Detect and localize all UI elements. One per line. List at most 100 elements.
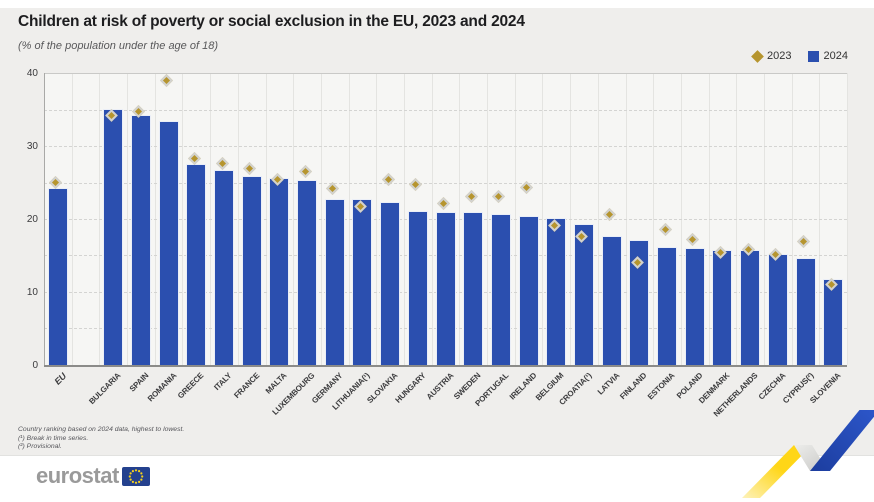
bar-2024-BULGARIA — [103, 109, 124, 365]
vertical-gridline — [736, 73, 738, 365]
bar-2024-FRANCE — [241, 176, 262, 365]
bar-2024-LITHUANIA(¹) — [352, 198, 373, 365]
legend-label-2024: 2024 — [823, 50, 848, 62]
bar-2024-BELGIUM — [546, 217, 567, 365]
trend-arrow-ribbon-graphic — [742, 410, 874, 498]
horizontal-gridline-25 — [44, 182, 847, 184]
vertical-gridline — [127, 73, 129, 365]
vertical-gridline — [99, 73, 101, 365]
top-strip — [0, 0, 874, 8]
vertical-gridline — [819, 73, 821, 365]
vertical-gridline — [210, 73, 212, 365]
x-label-MALTA: MALTA — [264, 370, 289, 396]
y-tick-label-10: 10 — [26, 286, 38, 298]
horizontal-gridline-35 — [44, 109, 847, 111]
y-tick-label-30: 30 — [26, 141, 38, 153]
x-label-GREECE: GREECE — [176, 370, 206, 401]
bar-2024-DENMARK — [712, 249, 733, 365]
vertical-gridline — [237, 73, 239, 365]
bar-2024-SWEDEN — [463, 212, 484, 365]
vertical-gridline — [320, 73, 322, 365]
vertical-gridline — [404, 73, 405, 365]
x-label-ITALY: ITALY — [212, 370, 234, 392]
x-label-AUSTRIA: AUSTRIA — [424, 370, 455, 402]
bar-2024-LATVIA — [601, 235, 622, 365]
vertical-gridline — [708, 73, 710, 365]
vertical-gridline — [763, 73, 765, 365]
x-label-IRELAND: IRELAND — [507, 370, 538, 402]
eurostat-logo: eurostat — [36, 463, 150, 489]
bar-2024-IRELAND — [518, 216, 539, 365]
chart-subtitle: (% of the population under the age of 18… — [18, 40, 218, 52]
bar-2024-PORTUGAL — [490, 213, 511, 365]
legend-item-2024: 2024 — [807, 50, 848, 62]
vertical-gridline — [487, 73, 488, 365]
y-tick-label-40: 40 — [26, 68, 38, 80]
bar-2024-SLOVAKIA — [380, 202, 401, 365]
vertical-gridline — [653, 73, 655, 365]
footnote-provisional: (²) Provisional. — [18, 443, 62, 450]
vertical-gridline — [847, 73, 848, 365]
bar-2024-GREECE — [186, 163, 207, 365]
vertical-gridline — [680, 73, 682, 365]
bar-2024-EU — [47, 188, 68, 365]
bar-2024-CZECHIA — [767, 254, 788, 365]
bar-2024-MALTA — [269, 177, 290, 365]
horizontal-gridline-40 — [44, 73, 847, 75]
bar-2024-ITALY — [214, 169, 234, 365]
vertical-gridline — [431, 73, 433, 365]
bar-2024-NETHERLANDS — [740, 250, 761, 365]
x-label-LATVIA: LATVIA — [595, 370, 621, 397]
bar-2024-SPAIN — [130, 114, 151, 365]
chart-footnotes: Country ranking based on 2024 data, high… — [18, 426, 184, 452]
vertical-gridline — [459, 73, 461, 365]
bar-2024-SLOVENIA — [823, 278, 844, 365]
vertical-gridline — [293, 73, 295, 365]
legend-item-2023: 2023 — [751, 49, 792, 63]
bar-2024-FINLAND — [629, 240, 650, 365]
vertical-gridline — [597, 73, 599, 365]
horizontal-gridline-30 — [44, 146, 847, 148]
vertical-gridline — [182, 73, 184, 365]
bar-2024-ESTONIA — [657, 246, 677, 365]
bar-2024-POLAND — [684, 248, 705, 365]
square-2024-icon — [807, 50, 819, 62]
x-label-ESTONIA: ESTONIA — [645, 370, 677, 402]
vertical-gridline — [376, 73, 378, 365]
bar-2024-CROATIA(¹) — [573, 224, 594, 365]
x-label-FINLAND: FINLAND — [618, 370, 649, 401]
y-tick-label-20: 20 — [26, 214, 38, 225]
x-label-BULGARIA: BULGARIA — [87, 370, 123, 406]
vertical-gridline — [570, 73, 572, 365]
vertical-gridline — [791, 73, 793, 365]
footnote-break-in-series: (¹) Break in time series. — [18, 434, 89, 442]
x-label-SPAIN: SPAIN — [127, 370, 151, 394]
bar-2024-GERMANY — [324, 198, 345, 365]
eu-flag-icon — [121, 466, 150, 486]
bar-2024-HUNGARY — [407, 211, 428, 365]
x-axis-line — [44, 364, 847, 367]
footnote-ranking: Country ranking based on 2024 data, high… — [18, 426, 185, 433]
eurostat-wordmark: eurostat — [36, 463, 119, 488]
bar-2024-LUXEMBOURG — [297, 179, 318, 365]
vertical-gridline — [265, 73, 267, 365]
x-label-ROMANIA: ROMANIA — [145, 370, 178, 404]
y-axis-line — [44, 73, 45, 365]
vertical-gridline — [514, 73, 516, 365]
y-tick-label-0: 0 — [32, 359, 38, 371]
vertical-gridline — [71, 73, 73, 365]
legend-label-2023: 2023 — [767, 50, 792, 62]
bar-2024-ROMANIA — [158, 120, 179, 365]
vertical-gridline — [625, 73, 627, 365]
bar-2024-CYPRUS(²) — [795, 257, 816, 365]
chart-title: Children at risk of poverty or social ex… — [18, 13, 525, 30]
vertical-gridline — [348, 73, 350, 365]
vertical-gridline — [542, 73, 544, 365]
x-label-EU: EU — [52, 370, 68, 387]
legend: 2023 2024 — [751, 49, 848, 63]
bar-2024-AUSTRIA — [435, 211, 456, 365]
vertical-gridline — [154, 73, 156, 365]
x-label-FRANCE: FRANCE — [231, 370, 262, 400]
